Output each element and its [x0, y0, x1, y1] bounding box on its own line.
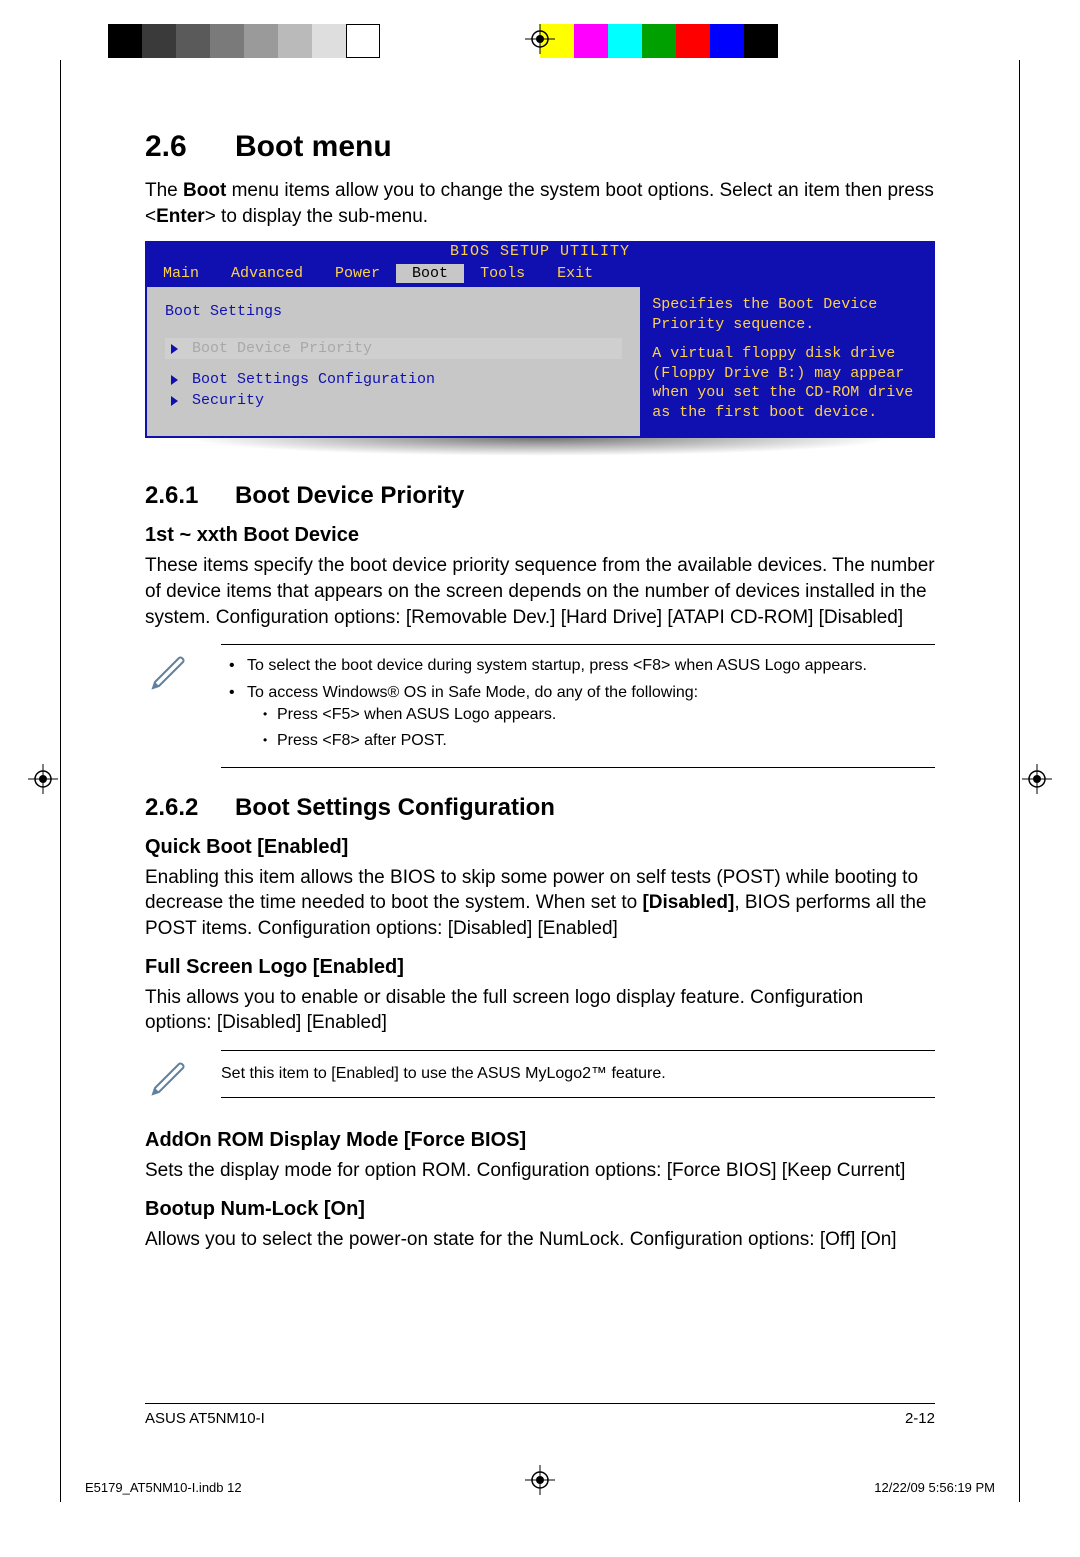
- chevron-right-icon: [171, 396, 178, 406]
- grayscale-colorbar: [108, 24, 380, 58]
- print-timestamp: 12/22/09 5:56:19 PM: [874, 1480, 995, 1495]
- print-filename: E5179_AT5NM10-I.indb 12: [85, 1480, 242, 1495]
- note-item: To select the boot device during system …: [247, 655, 935, 677]
- option-heading: Full Screen Logo [Enabled]: [145, 956, 935, 979]
- note-subitem: Press <F8> after POST.: [277, 730, 935, 752]
- bios-item-boot-settings-config: Boot Settings Configuration: [165, 369, 622, 390]
- bios-screenshot: BIOS SETUP UTILITY Main Advanced Power B…: [145, 241, 935, 438]
- registration-mark-icon: [28, 764, 58, 794]
- footer-left: ASUS AT5NM10-I: [145, 1410, 265, 1427]
- footer-right: 2-12: [905, 1410, 935, 1427]
- option-heading: 1st ~ xxth Boot Device: [145, 524, 935, 547]
- chevron-right-icon: [171, 344, 178, 354]
- note-body: To select the boot device during system …: [221, 644, 935, 768]
- section-title: Boot menu: [235, 130, 392, 163]
- bios-tab-boot: Boot: [396, 264, 464, 283]
- option-body: Allows you to select the power-on state …: [145, 1227, 935, 1253]
- bios-tab-exit: Exit: [541, 264, 609, 283]
- note-icon: [145, 1050, 193, 1103]
- option-body: This allows you to enable or disable the…: [145, 985, 935, 1036]
- note-icon: [145, 644, 193, 697]
- registration-mark-icon: [525, 24, 555, 54]
- bios-tab-advanced: Advanced: [215, 264, 319, 283]
- bios-tab-main: Main: [147, 264, 215, 283]
- bios-tab-power: Power: [319, 264, 396, 283]
- option-body: These items specify the boot device prio…: [145, 553, 935, 630]
- subsection-heading: 2.6.1Boot Device Priority: [145, 482, 935, 510]
- option-body: Enabling this item allows the BIOS to sk…: [145, 865, 935, 942]
- bios-left-panel: Boot Settings Boot Device Priority Boot …: [147, 287, 642, 436]
- subsection-title: Boot Settings Configuration: [235, 794, 555, 821]
- chevron-right-icon: [171, 375, 178, 385]
- page-content: 2.6Boot menu The Boot menu items allow y…: [145, 130, 935, 1264]
- bios-help-panel: Specifies the Boot Device Priority seque…: [642, 287, 933, 436]
- bios-panel-header: Boot Settings: [165, 303, 622, 320]
- subsection-number: 2.6.2: [145, 794, 235, 822]
- note-subitem: Press <F5> when ASUS Logo appears.: [277, 704, 935, 726]
- note-item: To access Windows® OS in Safe Mode, do a…: [247, 682, 935, 753]
- print-job-footer: E5179_AT5NM10-I.indb 12 12/22/09 5:56:19…: [85, 1480, 995, 1495]
- bios-help-top: Specifies the Boot Device Priority seque…: [652, 295, 923, 334]
- bios-item-security: Security: [165, 390, 622, 411]
- section-heading: 2.6Boot menu: [145, 130, 935, 164]
- note-body: Set this item to [Enabled] to use the AS…: [221, 1050, 935, 1098]
- note-block: Set this item to [Enabled] to use the AS…: [145, 1050, 935, 1103]
- bios-title: BIOS SETUP UTILITY: [147, 241, 933, 262]
- option-body: Sets the display mode for option ROM. Co…: [145, 1158, 935, 1184]
- cmyk-colorbar: [540, 24, 778, 58]
- subsection-heading: 2.6.2Boot Settings Configuration: [145, 794, 935, 822]
- bios-tabs: Main Advanced Power Boot Tools Exit: [147, 262, 933, 287]
- bios-shadow: [185, 438, 895, 456]
- subsection-title: Boot Device Priority: [235, 482, 464, 509]
- option-heading: Quick Boot [Enabled]: [145, 836, 935, 859]
- bios-item-boot-device-priority: Boot Device Priority: [165, 338, 622, 359]
- bios-help-bottom: A virtual floppy disk drive (Floppy Driv…: [652, 344, 923, 422]
- section-number: 2.6: [145, 130, 235, 164]
- subsection-number: 2.6.1: [145, 482, 235, 510]
- option-heading: AddOn ROM Display Mode [Force BIOS]: [145, 1129, 935, 1152]
- note-block: To select the boot device during system …: [145, 644, 935, 768]
- option-heading: Bootup Num-Lock [On]: [145, 1198, 935, 1221]
- page-footer: ASUS AT5NM10-I 2-12: [145, 1403, 935, 1427]
- registration-mark-icon: [1022, 764, 1052, 794]
- bios-tab-tools: Tools: [464, 264, 541, 283]
- section-intro: The Boot menu items allow you to change …: [145, 178, 935, 229]
